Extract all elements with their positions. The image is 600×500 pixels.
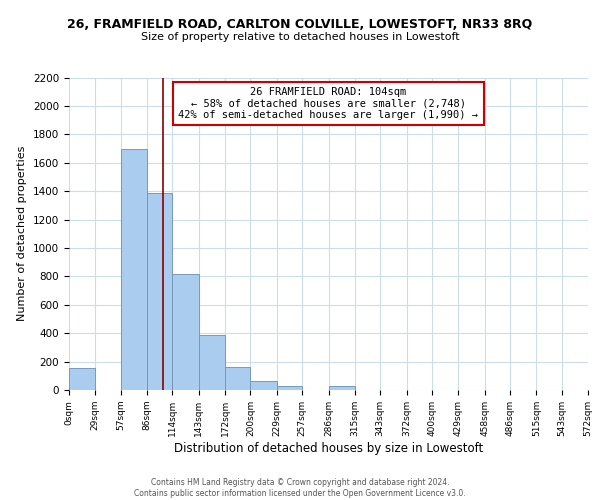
Bar <box>277 386 302 390</box>
X-axis label: Distribution of detached houses by size in Lowestoft: Distribution of detached houses by size … <box>174 442 483 454</box>
Text: Size of property relative to detached houses in Lowestoft: Size of property relative to detached ho… <box>140 32 460 42</box>
Bar <box>69 368 95 390</box>
Bar <box>199 336 225 390</box>
Bar <box>329 386 355 390</box>
Bar <box>225 366 250 390</box>
Text: Contains HM Land Registry data © Crown copyright and database right 2024.
Contai: Contains HM Land Registry data © Crown c… <box>134 478 466 498</box>
Bar <box>147 192 172 390</box>
Text: 26, FRAMFIELD ROAD, CARLTON COLVILLE, LOWESTOFT, NR33 8RQ: 26, FRAMFIELD ROAD, CARLTON COLVILLE, LO… <box>67 18 533 30</box>
Y-axis label: Number of detached properties: Number of detached properties <box>17 146 28 322</box>
Bar <box>121 148 147 390</box>
Text: 26 FRAMFIELD ROAD: 104sqm
← 58% of detached houses are smaller (2,748)
42% of se: 26 FRAMFIELD ROAD: 104sqm ← 58% of detac… <box>179 87 479 120</box>
Bar <box>172 274 199 390</box>
Bar <box>250 381 277 390</box>
